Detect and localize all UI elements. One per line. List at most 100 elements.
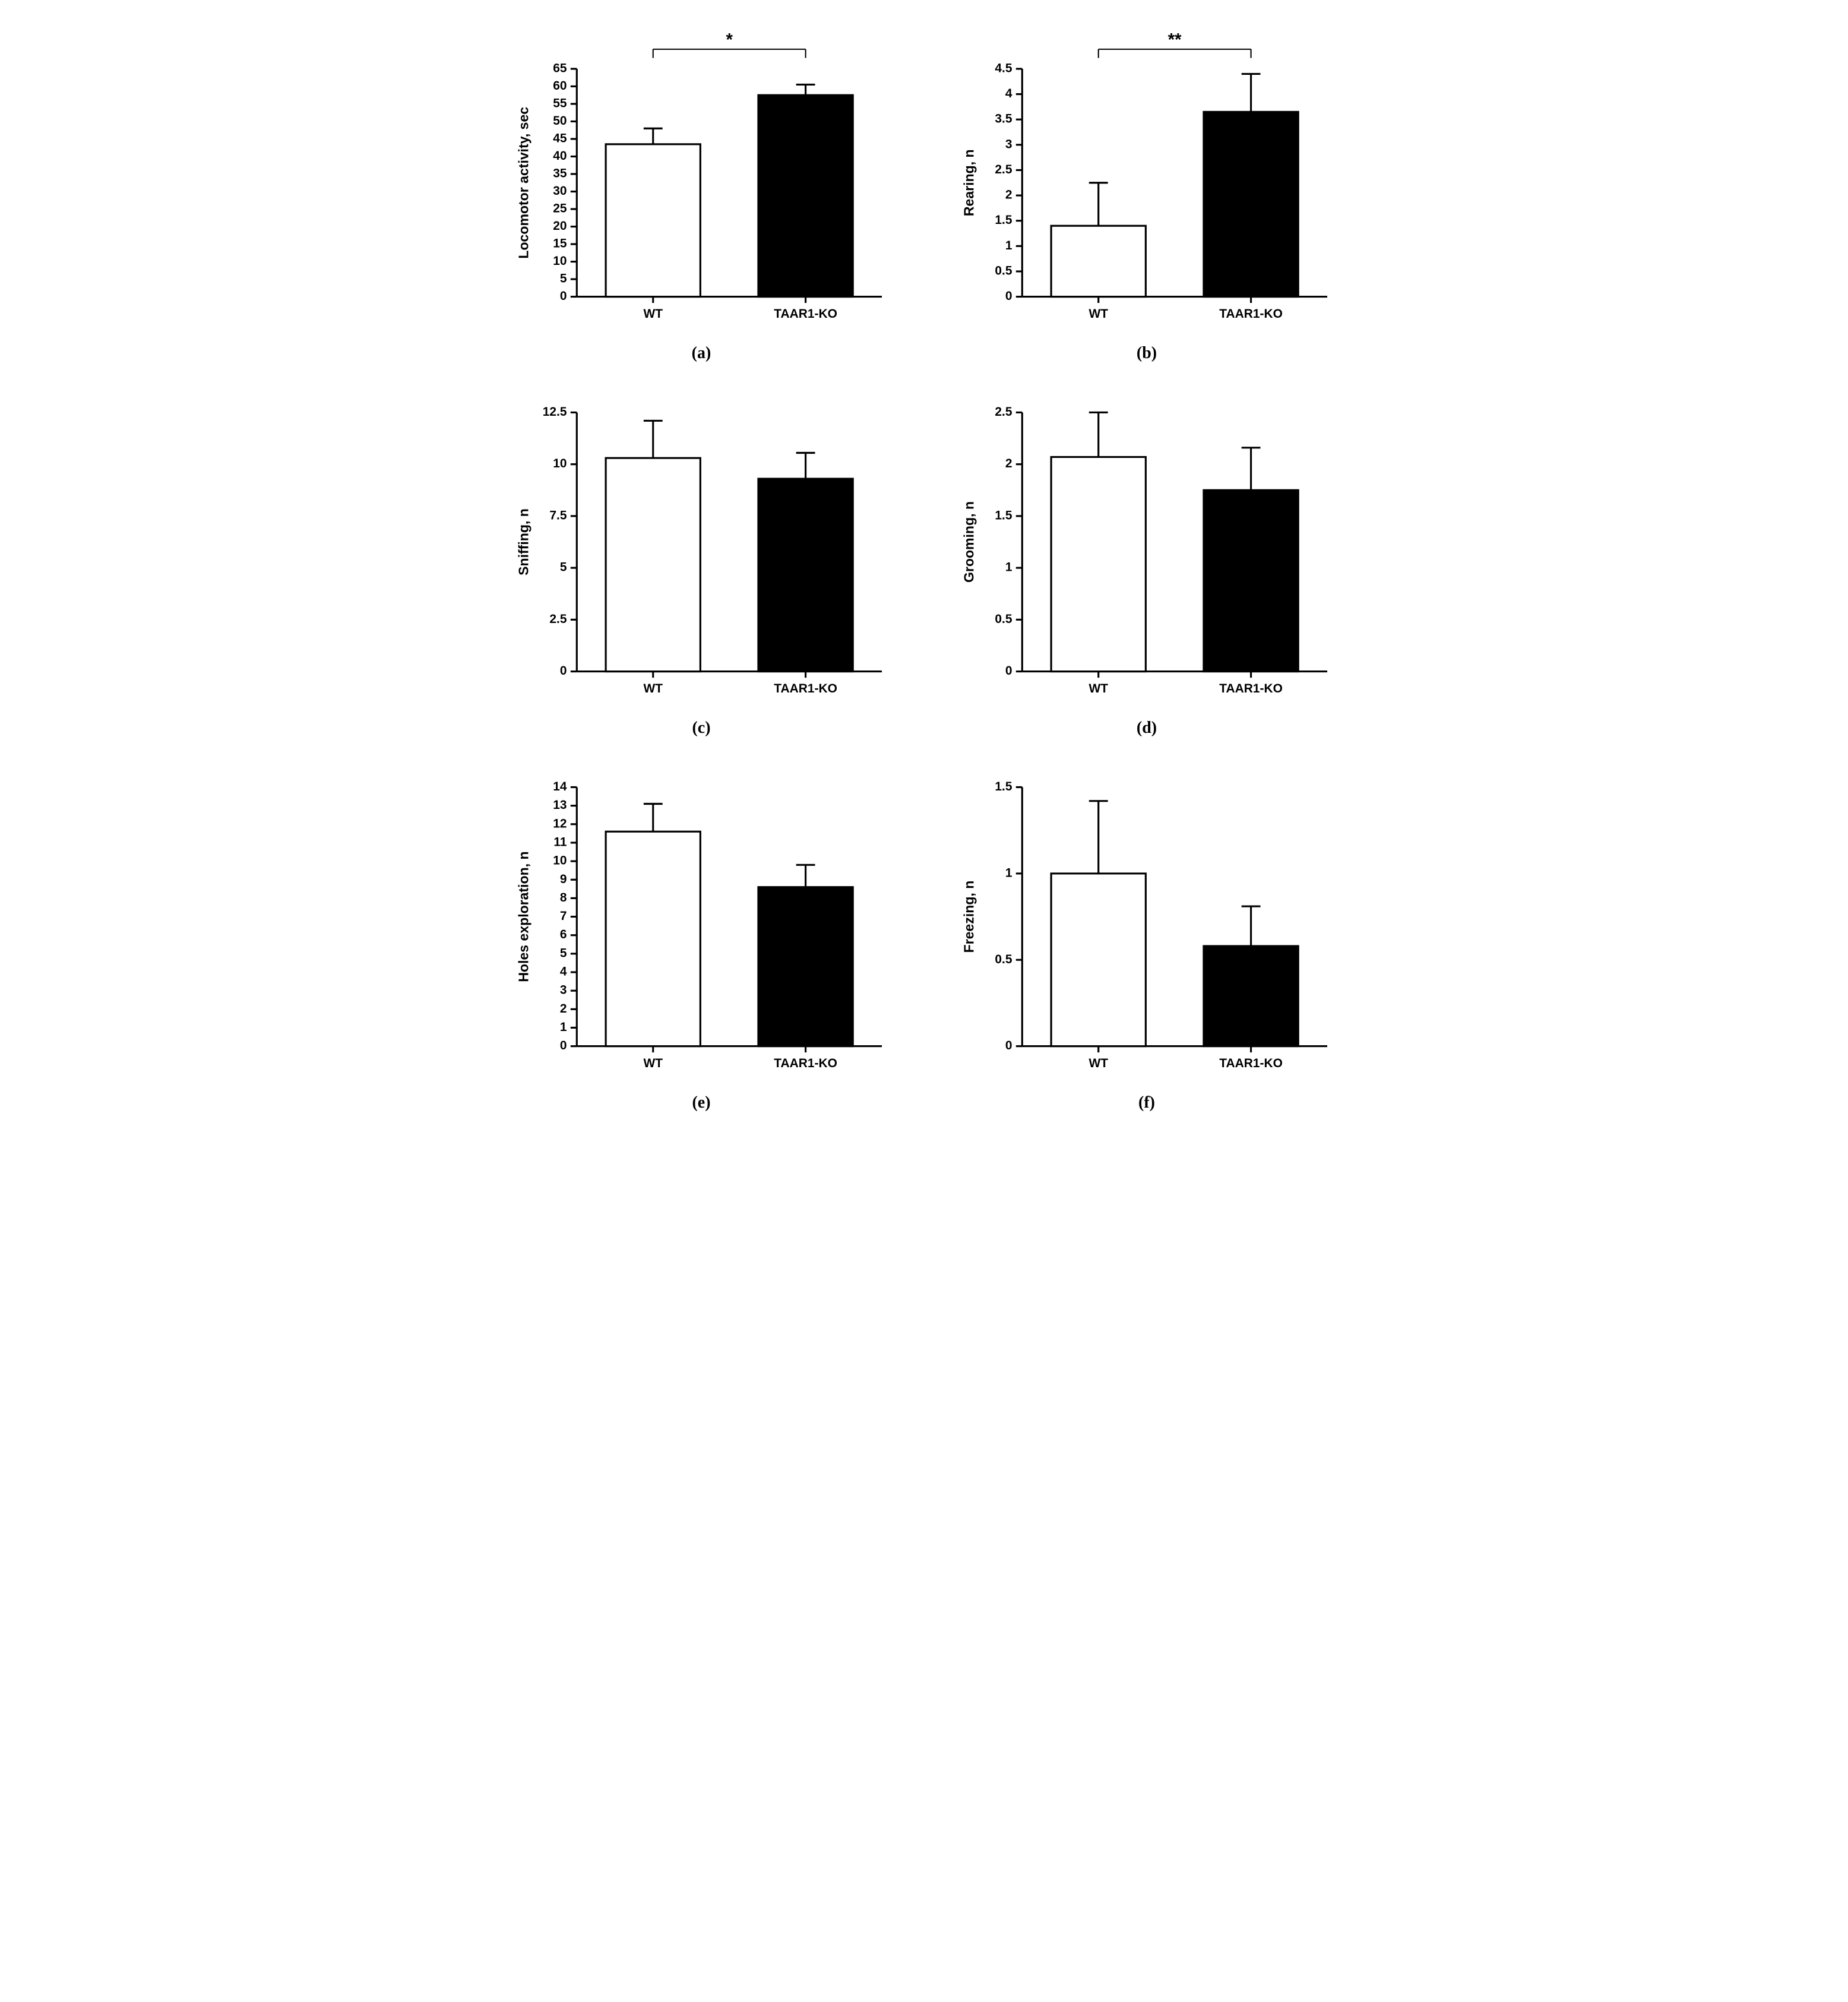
ytick-label: 0	[1005, 664, 1012, 678]
ytick-label: 8	[560, 891, 567, 904]
ytick-label: 7.5	[549, 508, 567, 522]
significance-label: **	[1168, 30, 1182, 50]
chart-f: 0 0.5 1 1.5 Freezing, n WT TAAR1-KO	[954, 773, 1340, 1085]
chart-b: 00.511.522.533.544.5Rearing, nWTTAAR1-KO…	[954, 24, 1340, 336]
ytick-label: 0	[560, 1039, 567, 1052]
xtick-label: WT	[643, 307, 663, 321]
panel-label-b: (b)	[1137, 344, 1157, 363]
ytick-label: 50	[553, 114, 567, 128]
xtick-label: TAAR1-KO	[1219, 682, 1283, 695]
panel-e: 01234567891011121314Holes exploration, n…	[508, 773, 894, 1112]
ytick-label: 1	[560, 1020, 567, 1034]
xtick-label: WT	[1088, 307, 1108, 321]
panel-c: 02.557.51012.5Sniffing, nWTTAAR1-KO(c)	[508, 398, 894, 738]
ytick-label: 11	[553, 835, 567, 849]
ytick-label: 7	[560, 909, 567, 923]
y-axis-label: Locomotor activity, sec	[515, 107, 531, 259]
ytick-label: 1	[1005, 239, 1012, 252]
bar-taar1-ko	[758, 479, 853, 671]
y-axis-label: Freezing, n	[961, 881, 976, 953]
bar-taar1-ko	[758, 95, 853, 296]
panel-a: 05101520253035404550556065Locomotor acti…	[508, 24, 894, 363]
panel-label-a: (a)	[692, 344, 711, 363]
ytick-label: 0	[1005, 1039, 1012, 1052]
ytick-label: 55	[553, 96, 567, 110]
bar-wt	[1051, 874, 1145, 1046]
panel-b: 00.511.522.533.544.5Rearing, nWTTAAR1-KO…	[954, 24, 1340, 363]
ytick-label: 0	[560, 664, 567, 678]
xtick-label: WT	[1088, 1057, 1108, 1070]
bar-wt	[1051, 457, 1145, 671]
bar-wt	[1051, 226, 1145, 296]
xtick-label: TAAR1-KO	[1219, 1057, 1283, 1070]
ytick-label: 5	[560, 272, 567, 286]
ytick-label: 2	[1005, 188, 1012, 202]
ytick-label: 3	[1005, 137, 1012, 151]
ytick-label: 1	[1005, 866, 1012, 880]
ytick-label: 5	[560, 561, 567, 574]
xtick-label: TAAR1-KO	[774, 682, 837, 695]
panel-label-c: (c)	[692, 719, 710, 738]
panel-d: 00.511.522.5Grooming, nWTTAAR1-KO(d)	[954, 398, 1340, 738]
ytick-label: 9	[560, 872, 567, 886]
ytick-label: 6	[560, 928, 567, 941]
ytick-label: 15	[553, 237, 567, 251]
ytick-label: 60	[553, 79, 567, 93]
ytick-label: 25	[553, 202, 567, 216]
ytick-label: 10	[553, 854, 567, 868]
ytick-label: 2.5	[995, 405, 1012, 419]
ytick-label: 0.5	[995, 264, 1012, 277]
xtick-label: WT	[643, 682, 663, 695]
ytick-label: 5	[560, 946, 567, 960]
chart-d: 00.511.522.5Grooming, nWTTAAR1-KO	[954, 398, 1340, 710]
y-axis-label: Rearing, n	[961, 149, 976, 216]
panel-label-f: (f)	[1138, 1093, 1155, 1112]
bar-taar1-ko	[1204, 112, 1298, 296]
figure-grid: 05101520253035404550556065Locomotor acti…	[508, 24, 1340, 1112]
ytick-label: 30	[553, 184, 567, 198]
ytick-label: 2	[1005, 457, 1012, 470]
ytick-label: 14	[553, 780, 567, 793]
xtick-label: TAAR1-KO	[774, 307, 837, 321]
ytick-label: 45	[553, 131, 567, 145]
bar-wt	[606, 831, 700, 1046]
y-axis-label: Holes exploration, n	[515, 851, 531, 982]
xtick-label: WT	[643, 1057, 663, 1070]
ytick-label: 0	[560, 289, 567, 303]
ytick-label: 65	[553, 61, 567, 75]
ytick-label: 12	[553, 817, 567, 830]
ytick-label: 1.5	[995, 213, 1012, 227]
ytick-label: 3	[560, 983, 567, 997]
xtick-label: TAAR1-KO	[774, 1057, 837, 1070]
bar-taar1-ko	[1204, 946, 1298, 1046]
ytick-label: 10	[553, 457, 567, 470]
ytick-label: 20	[553, 219, 567, 233]
ytick-label: 1.5	[995, 508, 1012, 522]
ytick-label: 0.5	[995, 953, 1012, 966]
ytick-label: 10	[553, 254, 567, 268]
ytick-label: 2.5	[995, 163, 1012, 176]
ytick-label: 3.5	[995, 112, 1012, 126]
bar-taar1-ko	[758, 887, 853, 1046]
bar-wt	[606, 458, 700, 671]
ytick-label: 1	[1005, 561, 1012, 574]
ytick-label: 13	[553, 798, 567, 812]
xtick-label: WT	[1088, 682, 1108, 695]
xtick-label: TAAR1-KO	[1219, 307, 1283, 321]
ytick-label: 2	[560, 1002, 567, 1016]
significance-label: *	[726, 30, 733, 50]
chart-e: 01234567891011121314Holes exploration, n…	[508, 773, 894, 1085]
ytick-label: 4	[1005, 87, 1012, 100]
ytick-label: 1.5	[995, 780, 1012, 793]
y-axis-label: Grooming, n	[961, 501, 976, 583]
panel-label-e: (e)	[692, 1093, 710, 1112]
ytick-label: 2.5	[549, 612, 567, 626]
chart-a: 05101520253035404550556065Locomotor acti…	[508, 24, 894, 336]
ytick-label: 4.5	[995, 61, 1012, 75]
panel-label-d: (d)	[1137, 719, 1157, 738]
chart-c: 02.557.51012.5Sniffing, nWTTAAR1-KO	[508, 398, 894, 710]
ytick-label: 35	[553, 167, 567, 181]
ytick-label: 4	[560, 965, 567, 979]
bar-wt	[606, 144, 700, 297]
ytick-label: 12.5	[543, 405, 567, 419]
